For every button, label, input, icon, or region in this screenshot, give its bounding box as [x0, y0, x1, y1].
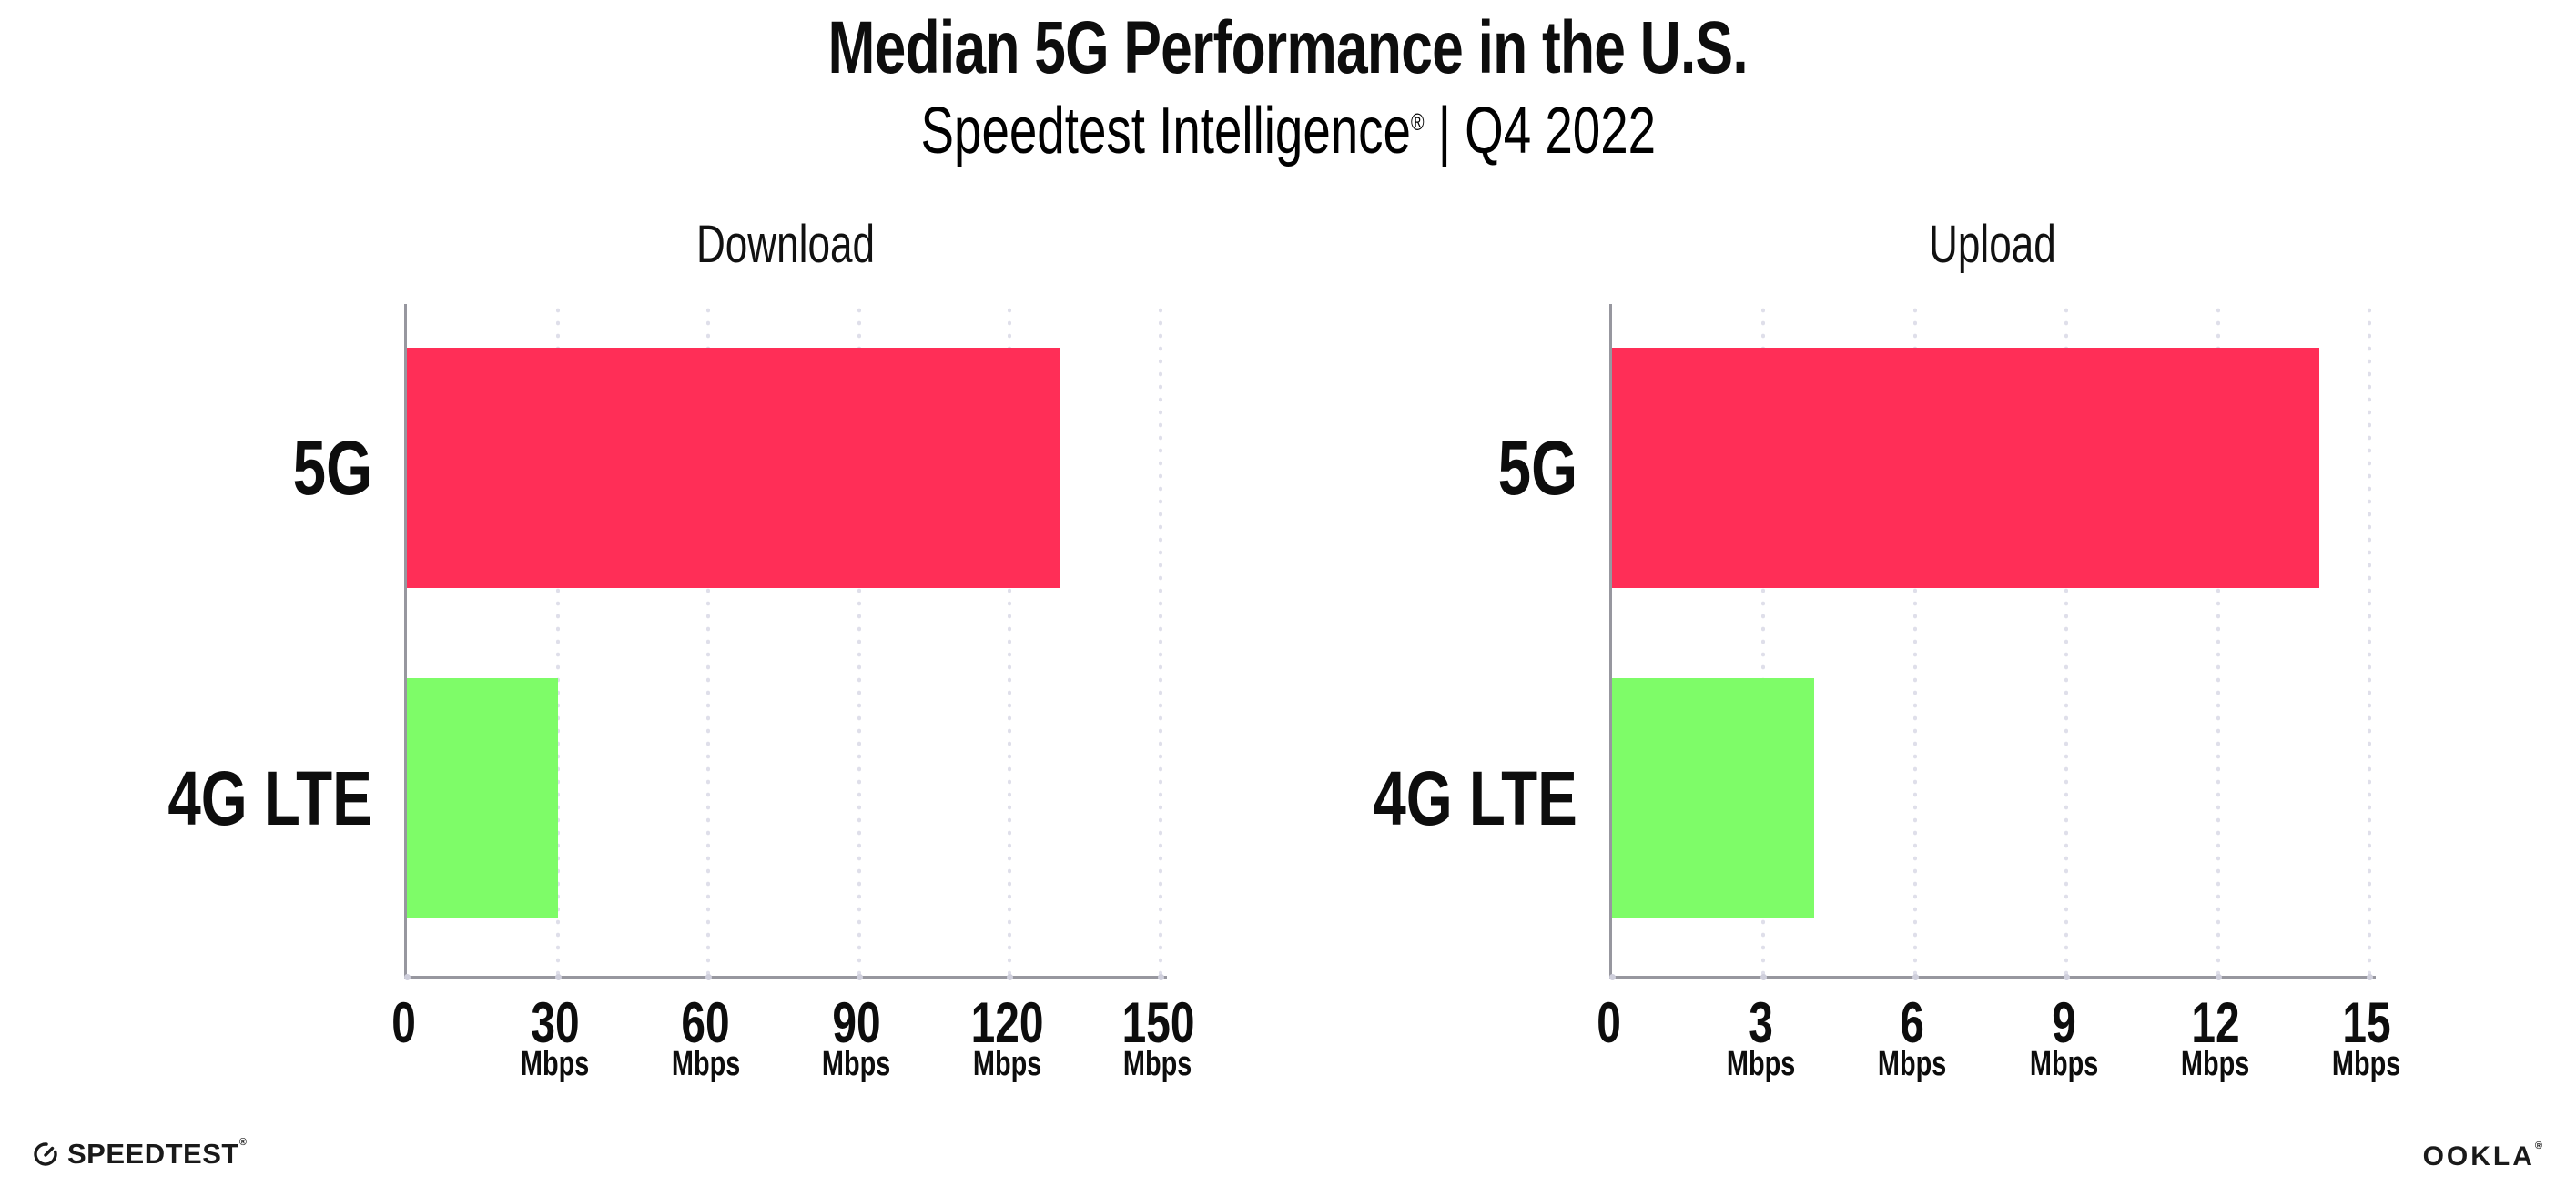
bar-5g [407, 348, 1060, 588]
tick-label: 60 [681, 991, 730, 1055]
category-label-4g-lte: 4G LTE [1373, 756, 1577, 841]
tick-label: 30 [530, 991, 580, 1055]
axis-tick-dot [1609, 974, 1616, 980]
tick-unit-label: Mbps [671, 1045, 740, 1083]
gridline [2368, 304, 2372, 976]
plot-area [1609, 304, 2376, 980]
tick-label: 6 [1900, 991, 1925, 1055]
tick-unit-label: Mbps [1878, 1045, 1947, 1083]
gridline [1761, 304, 1766, 976]
category-label-5g: 5G [1497, 425, 1577, 511]
category-label-4g-lte: 4G LTE [167, 756, 372, 841]
tick-label: 0 [391, 991, 417, 1055]
tick-label: 12 [2190, 991, 2240, 1055]
axis-tick-dot [1158, 974, 1165, 980]
registered-mark: ® [1410, 108, 1425, 136]
tick-unit-label: Mbps [2029, 1045, 2098, 1083]
ookla-logo: OOKLA® [2422, 1141, 2545, 1172]
tick-unit-label: Mbps [1123, 1045, 1192, 1083]
axis-tick-dot [1760, 974, 1768, 980]
page-subtitle: Speedtest Intelligence® | Q4 2022 [0, 98, 2576, 164]
axis-tick-dot [2064, 974, 2071, 980]
axis-tick-dot [404, 974, 411, 980]
axis-tick-dot [856, 974, 863, 980]
axis-tick-dot [705, 974, 713, 980]
tick-unit-label: Mbps [972, 1045, 1042, 1083]
axis-tick-dot [554, 974, 562, 980]
subtitle-brand: Speedtest Intelligence [920, 95, 1411, 167]
ookla-registered-mark: ® [2534, 1141, 2545, 1151]
tick-label: 15 [2342, 991, 2391, 1055]
gridline [1008, 304, 1012, 976]
tick-unit-label: Mbps [520, 1045, 590, 1083]
tick-unit-label: Mbps [2180, 1045, 2250, 1083]
tick-label: 120 [970, 991, 1044, 1055]
gridline [706, 304, 711, 976]
gridline [1159, 304, 1163, 976]
tick-unit-label: Mbps [2332, 1045, 2401, 1083]
gridline [857, 304, 861, 976]
tick-unit-label: Mbps [1726, 1045, 1796, 1083]
ookla-wordmark: OOKLA® [2422, 1141, 2545, 1172]
axis-tick-dot [2367, 974, 2374, 980]
subtitle-period: | Q4 2022 [1424, 95, 1656, 167]
bar-5g [1612, 348, 2319, 588]
gridline [2216, 304, 2220, 976]
gridline [2064, 304, 2069, 976]
gridline [1912, 304, 1917, 976]
bar-4g-lte [407, 678, 558, 918]
tick-label: 150 [1121, 991, 1195, 1055]
plot-area [404, 304, 1167, 980]
axis-tick-dot [1007, 974, 1014, 980]
chart-title-upload: Upload [1929, 215, 2056, 274]
page-title: Median 5G Performance in the U.S. [827, 6, 1749, 89]
tick-label: 0 [1597, 991, 1622, 1055]
speedtest-wordmark: SPEEDTEST® [67, 1137, 248, 1170]
gridline [555, 304, 560, 976]
bar-4g-lte [1612, 678, 1814, 918]
chart-title-download: Download [695, 215, 876, 274]
tick-label: 3 [1749, 991, 1773, 1055]
speedtest-logo: SPEEDTEST® [33, 1137, 248, 1170]
axis-tick-dot [2215, 974, 2222, 980]
axis-tick-dot [1912, 974, 1919, 980]
tick-label: 9 [2051, 991, 2076, 1055]
category-label-5g: 5G [292, 425, 372, 511]
tick-unit-label: Mbps [822, 1045, 891, 1083]
tick-label: 90 [832, 991, 881, 1055]
gauge-icon [34, 1141, 57, 1166]
speedtest-registered-mark: ® [238, 1137, 248, 1148]
